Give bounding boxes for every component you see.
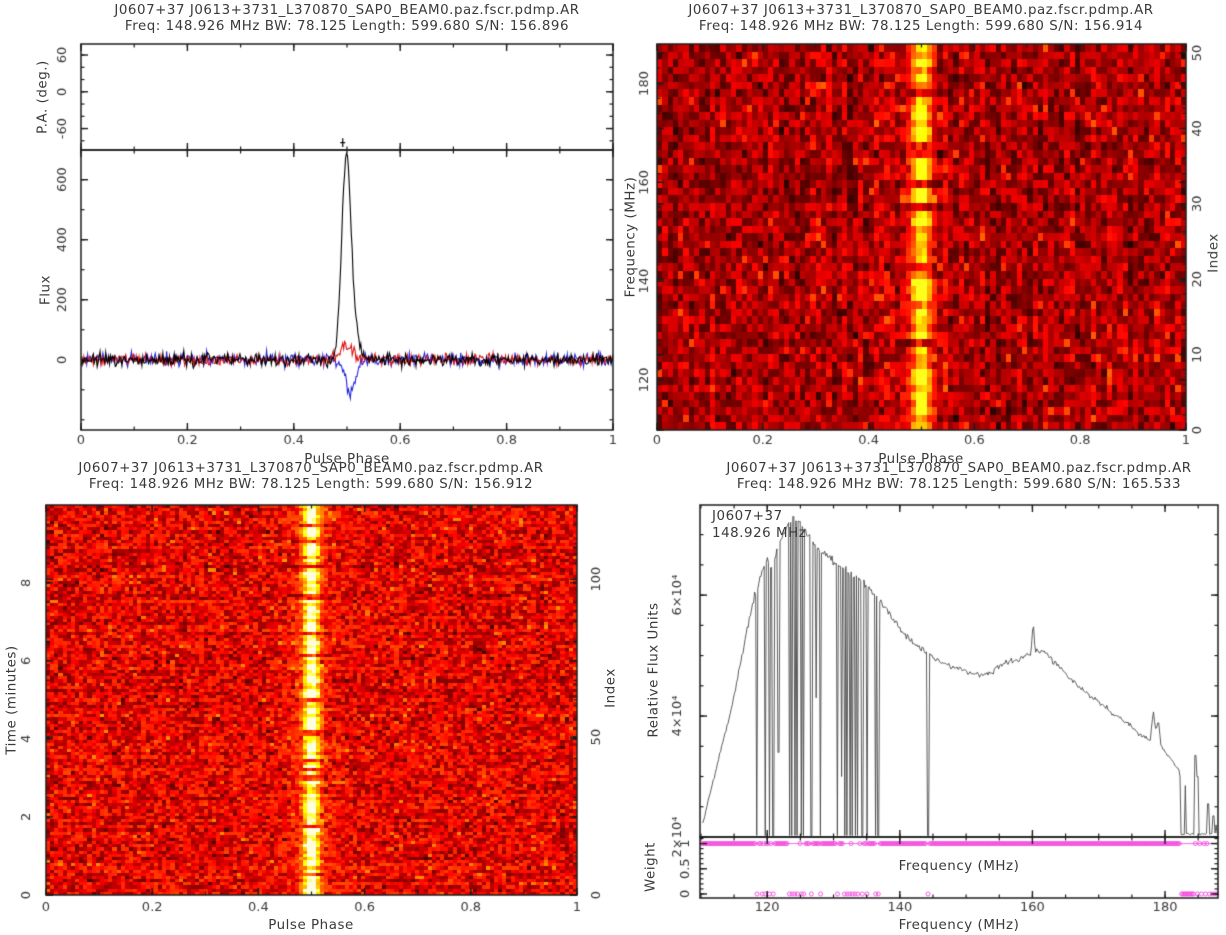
profile-xaxis-label: Pulse Phase xyxy=(304,452,390,467)
relative-flux-axis-label: Relative Flux Units xyxy=(646,602,662,738)
spectrum-title-line1: J0607+37 J0613+3731_L370870_SAP0_BEAM0.p… xyxy=(726,461,1192,476)
weight-axis-label: Weight xyxy=(643,842,659,892)
spectrum-title-line2: Freq: 148.926 MHz BW: 78.125 Length: 599… xyxy=(736,477,1182,492)
timephase-title-line2: Freq: 148.926 MHz BW: 78.125 Length: 599… xyxy=(88,477,534,492)
centre-frequency-annotation: 148.926 MHz xyxy=(712,526,807,541)
timephase-xaxis-label: Pulse Phase xyxy=(268,918,354,933)
timephase-title-line1: J0607+37 J0613+3731_L370870_SAP0_BEAM0.p… xyxy=(78,461,544,476)
spectrum-xaxis-label: Frequency (MHz) xyxy=(898,918,1020,933)
pa-axis-label: P.A. (deg.) xyxy=(35,60,51,134)
freqphase-xaxis-label: Pulse Phase xyxy=(878,452,964,467)
profile-title-line1: J0607+37 J0613+3731_L370870_SAP0_BEAM0.p… xyxy=(114,3,580,18)
spectrum-xaxis-label-inner: Frequency (MHz) xyxy=(898,859,1020,874)
freqphase-title-line2: Freq: 148.926 MHz BW: 78.125 Length: 599… xyxy=(698,19,1144,34)
freqphase-index-axis-label: Index xyxy=(1206,233,1222,273)
timephase-index-axis-label: Index xyxy=(603,668,619,708)
freqphase-title-line1: J0607+37 J0613+3731_L370870_SAP0_BEAM0.p… xyxy=(688,3,1154,18)
time-axis-label: Time (minutes) xyxy=(4,645,20,755)
source-name-annotation: J0607+37 xyxy=(712,509,783,524)
profile-title-line2: Freq: 148.926 MHz BW: 78.125 Length: 599… xyxy=(124,19,570,34)
frequency-axis-label: Frequency (MHz) xyxy=(623,176,639,298)
flux-axis-label: Flux xyxy=(38,274,54,306)
